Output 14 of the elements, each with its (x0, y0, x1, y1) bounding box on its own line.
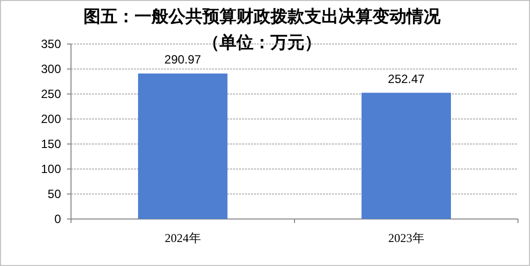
chart-subtitle: （单位：万元） (202, 33, 322, 52)
y-tick-label: 150 (40, 137, 62, 151)
y-tick-label: 50 (48, 187, 62, 201)
y-tick-label: 350 (40, 37, 62, 51)
y-tick-label: 200 (40, 112, 62, 126)
data-label: 252.47 (388, 72, 425, 86)
data-label: 290.97 (164, 52, 202, 67)
x-tick-label: 2023年 (388, 231, 424, 245)
y-tick-label: 100 (40, 162, 62, 176)
y-tick-label: 300 (40, 62, 62, 76)
y-tick-label: 0 (54, 212, 62, 226)
y-tick-label: 250 (40, 87, 62, 101)
chart-title: 图五：一般公共预算财政拨款支出决算变动情况 (84, 7, 442, 26)
x-tick-label: 2024年 (164, 231, 201, 245)
